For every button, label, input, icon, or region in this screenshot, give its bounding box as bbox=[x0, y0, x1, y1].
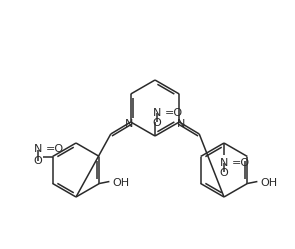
Text: OH: OH bbox=[260, 178, 278, 187]
Text: =O: =O bbox=[46, 144, 64, 154]
Text: N: N bbox=[220, 158, 228, 168]
Text: N: N bbox=[124, 119, 133, 129]
Text: OH: OH bbox=[112, 178, 130, 187]
Text: N: N bbox=[153, 108, 161, 118]
Text: =O: =O bbox=[232, 158, 250, 168]
Text: O: O bbox=[219, 168, 228, 178]
Text: =O: =O bbox=[165, 108, 183, 118]
Text: O: O bbox=[33, 157, 42, 167]
Text: N: N bbox=[33, 144, 42, 154]
Text: N: N bbox=[177, 119, 186, 129]
Text: O: O bbox=[153, 118, 161, 128]
